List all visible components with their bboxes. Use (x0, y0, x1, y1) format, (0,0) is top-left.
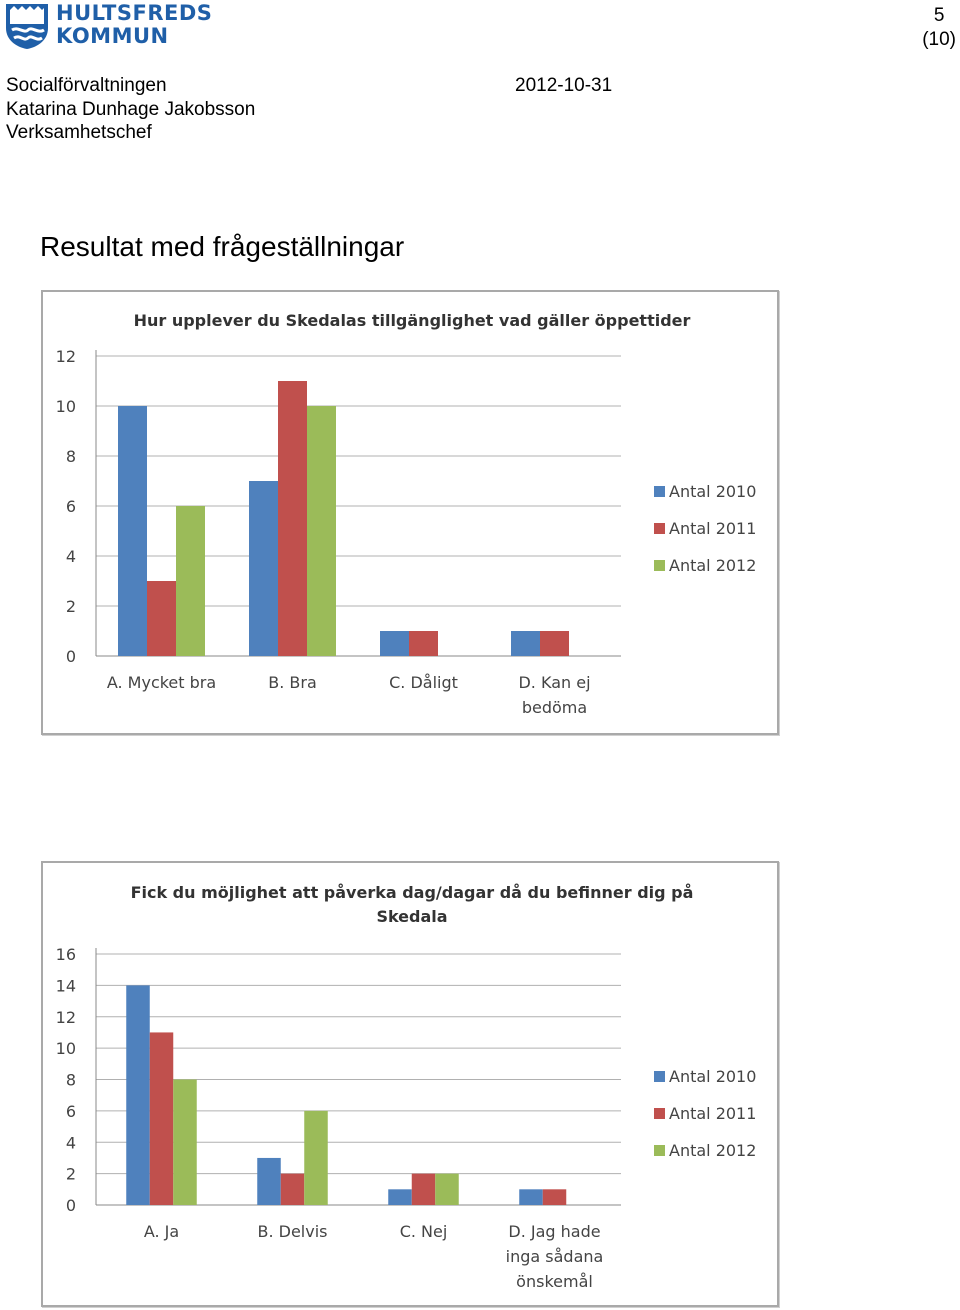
bar (307, 406, 336, 656)
chart-title: Skedala (376, 907, 447, 926)
chart-opening-hours: Hur upplever du Skedalas tillgänglighet … (41, 290, 779, 735)
bar (304, 1110, 328, 1205)
category-label: önskemål (516, 1272, 593, 1291)
page-number: 5 (10) (922, 4, 956, 52)
chart-title: Hur upplever du Skedalas tillgänglighet … (134, 311, 691, 330)
category-label: B. Delvis (257, 1222, 327, 1241)
legend-swatch (654, 560, 665, 571)
legend-label: Antal 2010 (669, 1067, 756, 1086)
category-label: inga sådana (506, 1247, 604, 1266)
category-label: B. Bra (268, 673, 317, 692)
bar (149, 1032, 174, 1205)
bar (540, 631, 569, 656)
bar (126, 985, 150, 1205)
legend-label: Antal 2011 (669, 519, 756, 538)
bar (388, 1189, 412, 1205)
page-total: (10) (922, 29, 956, 50)
y-tick-label: 8 (66, 447, 76, 466)
category-label: A. Ja (144, 1222, 179, 1241)
bar (257, 1157, 281, 1205)
page-current: 5 (933, 5, 945, 26)
document-date: 2012-10-31 (515, 75, 613, 96)
y-tick-label: 14 (56, 976, 76, 995)
legend-swatch (654, 486, 665, 497)
category-label: C. Dåligt (389, 673, 458, 692)
y-tick-label: 10 (56, 397, 76, 416)
bar (176, 506, 205, 656)
bar (519, 1189, 543, 1205)
legend-swatch (654, 1145, 665, 1156)
chart-opening-hours-svg: Hur upplever du Skedalas tillgänglighet … (56, 311, 757, 717)
category-label: bedöma (522, 698, 587, 717)
y-tick-label: 12 (56, 1008, 76, 1027)
chart-title: Fick du möjlighet att påverka dag/dagar … (131, 883, 694, 902)
y-tick-label: 4 (66, 1133, 76, 1152)
legend-swatch (654, 1108, 665, 1119)
coat-of-arms-icon (6, 4, 48, 49)
legend-label: Antal 2012 (669, 556, 756, 575)
bar (380, 631, 409, 656)
y-tick-label: 12 (56, 347, 76, 366)
section-title: Resultat med frågeställningar (40, 231, 405, 262)
category-label: A. Mycket bra (107, 673, 216, 692)
author-name: Katarina Dunhage Jakobsson (6, 98, 256, 120)
logo-wordmark: HULTSFREDS KOMMUN (56, 2, 212, 48)
y-tick-label: 8 (66, 1071, 76, 1090)
bar (173, 1079, 197, 1205)
municipality-logo: HULTSFREDS KOMMUN (4, 2, 212, 52)
legend-label: Antal 2012 (669, 1141, 756, 1160)
bar (249, 481, 278, 656)
bar (409, 631, 438, 656)
logo-line-1: HULTSFREDS (56, 1, 213, 25)
y-tick-label: 2 (66, 1165, 76, 1184)
y-tick-label: 16 (56, 945, 76, 964)
bar (435, 1173, 459, 1205)
letterhead: Socialförvaltningen Katarina Dunhage Jak… (6, 74, 255, 145)
author-role: Verksamhetschef (6, 122, 152, 143)
legend-label: Antal 2010 (669, 482, 756, 501)
y-tick-label: 4 (66, 547, 76, 566)
chart-influence-days-svg: Fick du möjlighet att påverka dag/dagar … (56, 883, 757, 1291)
legend-label: Antal 2011 (669, 1104, 756, 1123)
bar (118, 406, 147, 656)
y-tick-label: 10 (56, 1039, 76, 1058)
legend-swatch (654, 1071, 665, 1082)
logo-line-2: KOMMUN (56, 24, 169, 48)
bar (511, 631, 540, 656)
legend-swatch (654, 523, 665, 534)
category-label: D. Jag hade (508, 1222, 600, 1241)
category-label: C. Nej (400, 1222, 448, 1241)
y-tick-label: 2 (66, 597, 76, 616)
department: Socialförvaltningen (6, 75, 167, 96)
bar (147, 581, 176, 656)
bar (411, 1173, 436, 1205)
y-tick-label: 6 (66, 497, 76, 516)
y-tick-label: 6 (66, 1102, 76, 1121)
bar (542, 1189, 567, 1205)
y-tick-label: 0 (66, 647, 76, 666)
y-tick-label: 0 (66, 1196, 76, 1215)
bar (278, 381, 307, 656)
bar (280, 1173, 305, 1205)
category-label: D. Kan ej (518, 673, 590, 692)
chart-influence-days: Fick du möjlighet att påverka dag/dagar … (41, 861, 779, 1307)
